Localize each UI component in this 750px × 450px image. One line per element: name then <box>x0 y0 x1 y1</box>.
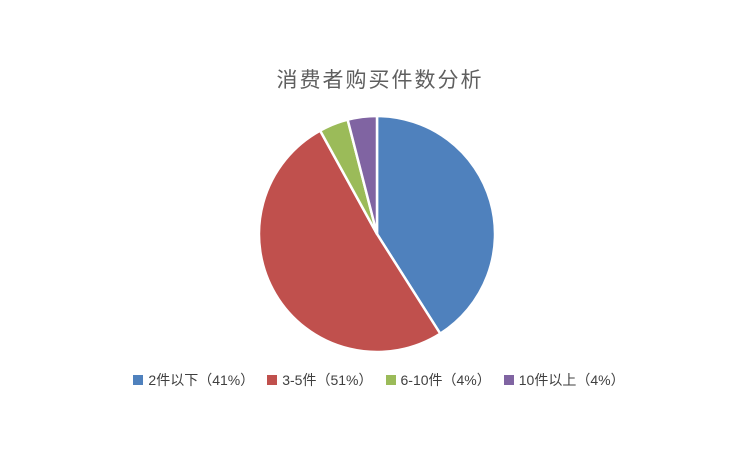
legend-item: 3-5件（51%） <box>267 370 373 390</box>
legend-item: 6-10件（4%） <box>385 370 491 390</box>
legend-label: 6-10件（4%） <box>400 372 491 388</box>
legend-item: 10件以上（4%） <box>503 370 625 390</box>
legend-swatch <box>267 375 278 385</box>
legend-item: 2件以下（41%） <box>133 370 254 390</box>
pie-slice-4 <box>346 114 379 236</box>
legend-swatch <box>133 375 144 385</box>
legend-label: 10件以上（4%） <box>518 372 625 388</box>
legend: 2件以下（41%） 3-5件（51%） 6-10件（4%） 10件以上（4%） <box>0 370 750 390</box>
pie-slice-2 <box>257 129 442 354</box>
chart-title: 消费者购买件数分析 <box>276 69 484 92</box>
legend-swatch <box>503 375 514 385</box>
legend-label: 2件以下（41%） <box>148 372 255 388</box>
legend-swatch <box>385 375 396 385</box>
legend-label: 3-5件（51%） <box>282 372 373 388</box>
